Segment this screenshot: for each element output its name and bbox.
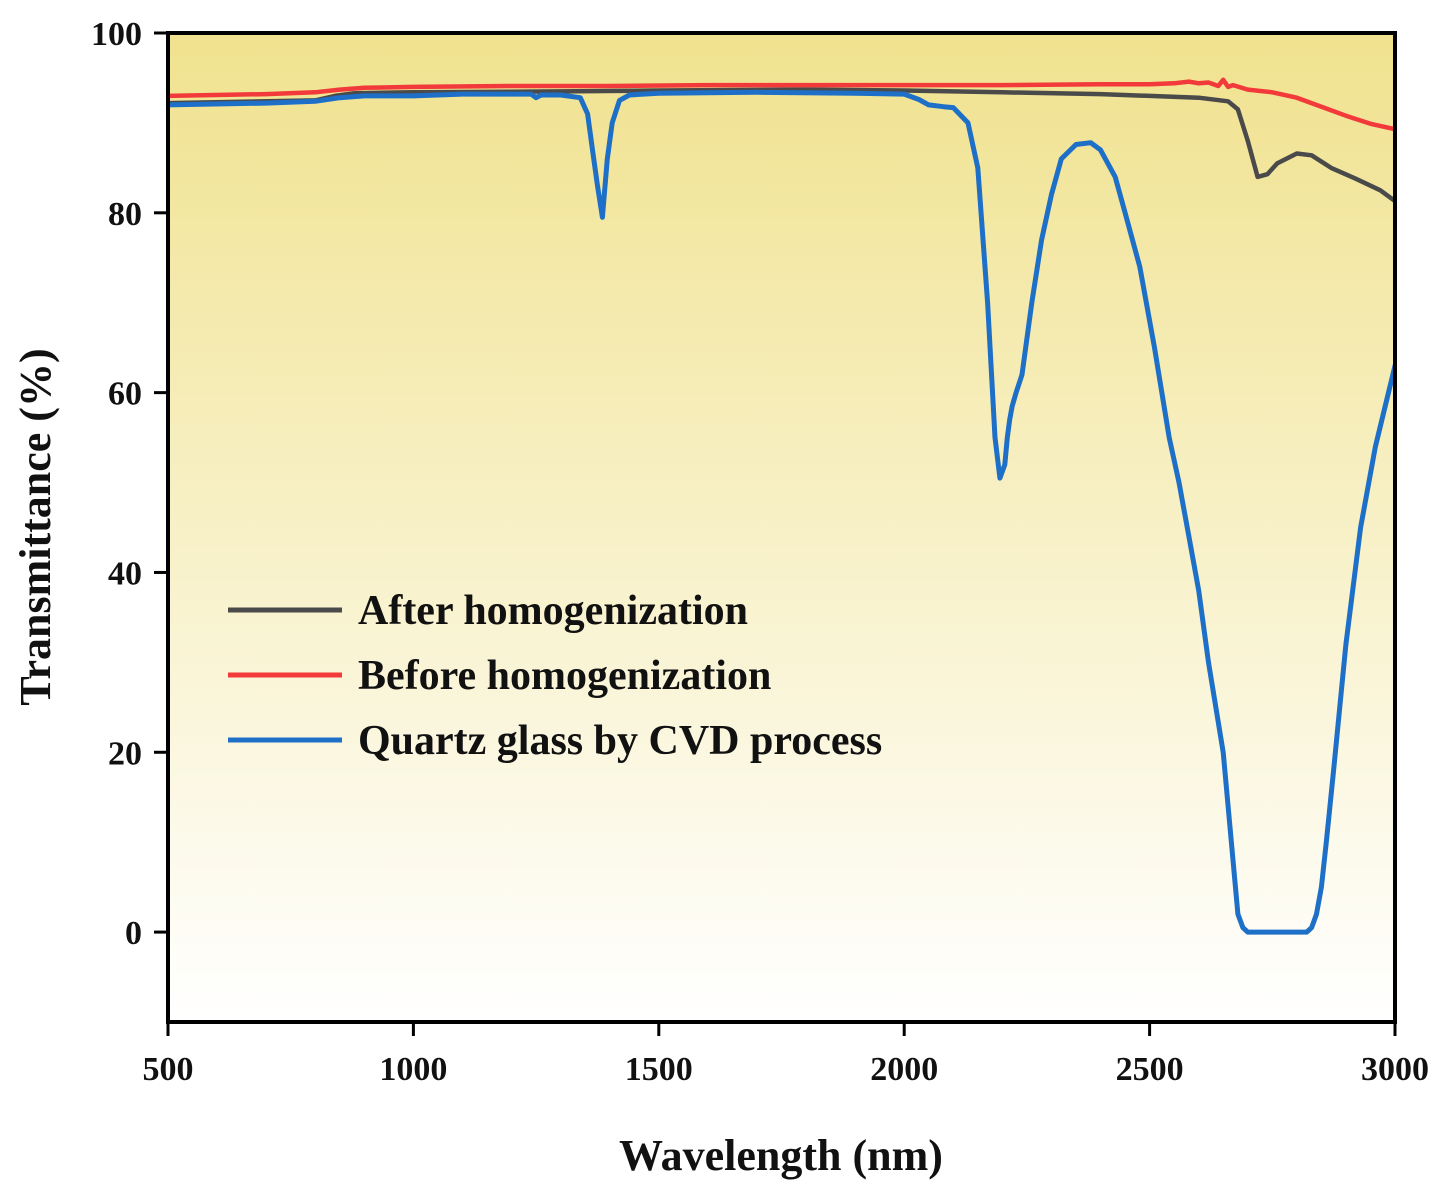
x-tick-label: 3000 (1361, 1051, 1429, 1088)
y-tick-label: 20 (108, 735, 142, 772)
series-line-1 (168, 87, 1395, 204)
x-tick-label: 1500 (625, 1051, 693, 1088)
series-line-2 (168, 77, 1395, 132)
y-tick-label: 0 (125, 915, 142, 952)
x-tick-label: 1000 (379, 1051, 447, 1088)
x-axis-title: Wavelength (nm) (619, 1131, 943, 1180)
y-tick-label: 80 (108, 196, 142, 233)
legend-label-2: Before homogenization (358, 653, 771, 699)
legend: After homogenization Before homogenizatio… (228, 588, 882, 764)
x-axis: 500 1000 1500 2000 2500 3000 (143, 1022, 1429, 1088)
series-line-3 (168, 89, 1395, 935)
y-axis: 0 20 40 60 80 100 (91, 16, 168, 952)
y-axis-title: Transmittance (%) (11, 348, 60, 705)
legend-label-1: After homogenization (358, 588, 748, 634)
x-tick-label: 500 (143, 1051, 194, 1088)
y-tick-label: 40 (108, 555, 142, 592)
legend-label-3: Quartz glass by CVD process (358, 718, 882, 764)
y-tick-label: 100 (91, 16, 142, 53)
x-tick-label: 2500 (1116, 1051, 1184, 1088)
plot-background (168, 33, 1395, 1022)
plot-frame (166, 31, 1397, 1024)
series-layer (168, 77, 1395, 935)
x-tick-label: 2000 (870, 1051, 938, 1088)
y-tick-label: 60 (108, 376, 142, 413)
